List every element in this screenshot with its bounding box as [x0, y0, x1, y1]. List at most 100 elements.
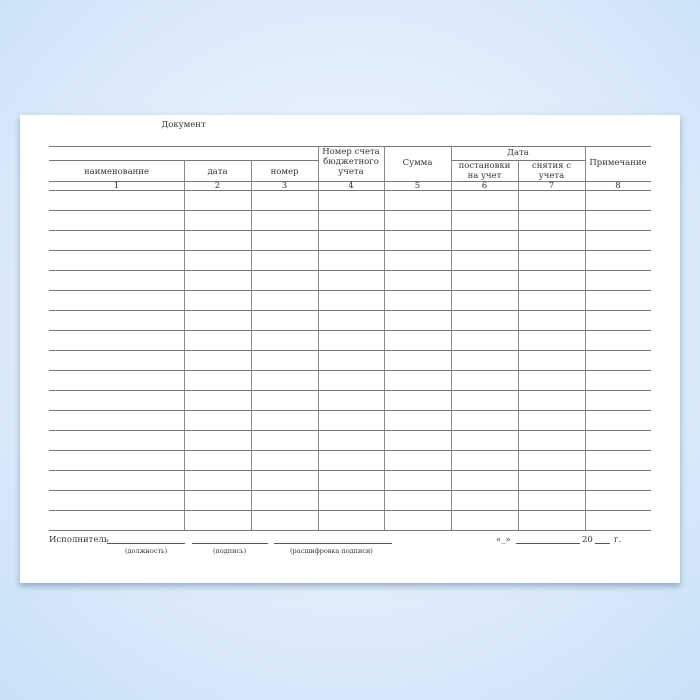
table-cell[interactable]: [50, 351, 183, 370]
table-cell[interactable]: [185, 471, 250, 490]
table-cell[interactable]: [252, 351, 317, 370]
table-cell[interactable]: [185, 391, 250, 410]
table-cell[interactable]: [452, 451, 517, 470]
year-line[interactable]: [595, 543, 610, 544]
table-cell[interactable]: [185, 211, 250, 230]
table-cell[interactable]: [586, 491, 650, 510]
table-cell[interactable]: [519, 211, 584, 230]
table-cell[interactable]: [452, 311, 517, 330]
table-cell[interactable]: [319, 391, 383, 410]
table-cell[interactable]: [50, 211, 183, 230]
table-cell[interactable]: [519, 371, 584, 390]
table-cell[interactable]: [586, 291, 650, 310]
table-cell[interactable]: [252, 231, 317, 250]
table-cell[interactable]: [452, 471, 517, 490]
table-cell[interactable]: [452, 271, 517, 290]
table-cell[interactable]: [519, 351, 584, 370]
table-cell[interactable]: [586, 471, 650, 490]
table-cell[interactable]: [452, 431, 517, 450]
table-cell[interactable]: [252, 471, 317, 490]
table-cell[interactable]: [452, 411, 517, 430]
table-cell[interactable]: [185, 451, 250, 470]
signature-decode-line[interactable]: [274, 543, 392, 544]
table-cell[interactable]: [519, 311, 584, 330]
table-cell[interactable]: [586, 311, 650, 330]
table-cell[interactable]: [586, 511, 650, 530]
table-cell[interactable]: [185, 431, 250, 450]
table-cell[interactable]: [252, 271, 317, 290]
table-cell[interactable]: [252, 331, 317, 350]
table-cell[interactable]: [452, 331, 517, 350]
table-cell[interactable]: [452, 511, 517, 530]
table-cell[interactable]: [519, 411, 584, 430]
table-cell[interactable]: [319, 251, 383, 270]
table-cell[interactable]: [252, 211, 317, 230]
table-cell[interactable]: [385, 311, 450, 330]
table-cell[interactable]: [185, 491, 250, 510]
day-field[interactable]: «_»: [496, 535, 511, 545]
table-cell[interactable]: [519, 391, 584, 410]
table-cell[interactable]: [185, 251, 250, 270]
table-cell[interactable]: [252, 511, 317, 530]
table-cell[interactable]: [185, 291, 250, 310]
table-cell[interactable]: [50, 471, 183, 490]
table-cell[interactable]: [452, 191, 517, 210]
table-cell[interactable]: [519, 431, 584, 450]
signature-line[interactable]: [192, 543, 268, 544]
table-cell[interactable]: [452, 371, 517, 390]
table-cell[interactable]: [452, 251, 517, 270]
position-line[interactable]: [107, 543, 185, 544]
table-cell[interactable]: [185, 371, 250, 390]
table-cell[interactable]: [185, 331, 250, 350]
table-cell[interactable]: [586, 251, 650, 270]
table-cell[interactable]: [185, 191, 250, 210]
table-cell[interactable]: [50, 511, 183, 530]
table-cell[interactable]: [385, 371, 450, 390]
table-cell[interactable]: [519, 471, 584, 490]
table-cell[interactable]: [319, 431, 383, 450]
table-cell[interactable]: [185, 271, 250, 290]
table-cell[interactable]: [586, 411, 650, 430]
table-cell[interactable]: [50, 291, 183, 310]
table-cell[interactable]: [319, 291, 383, 310]
table-cell[interactable]: [319, 351, 383, 370]
table-cell[interactable]: [385, 471, 450, 490]
table-cell[interactable]: [252, 291, 317, 310]
table-cell[interactable]: [519, 251, 584, 270]
table-cell[interactable]: [319, 451, 383, 470]
table-cell[interactable]: [385, 191, 450, 210]
table-cell[interactable]: [319, 191, 383, 210]
table-cell[interactable]: [319, 471, 383, 490]
table-cell[interactable]: [319, 211, 383, 230]
table-cell[interactable]: [385, 431, 450, 450]
table-cell[interactable]: [519, 511, 584, 530]
table-cell[interactable]: [319, 311, 383, 330]
table-cell[interactable]: [586, 391, 650, 410]
table-cell[interactable]: [452, 351, 517, 370]
table-cell[interactable]: [519, 191, 584, 210]
table-cell[interactable]: [252, 411, 317, 430]
table-cell[interactable]: [519, 451, 584, 470]
table-cell[interactable]: [586, 451, 650, 470]
table-cell[interactable]: [50, 451, 183, 470]
table-cell[interactable]: [519, 271, 584, 290]
table-cell[interactable]: [50, 311, 183, 330]
table-cell[interactable]: [50, 431, 183, 450]
table-cell[interactable]: [385, 271, 450, 290]
table-cell[interactable]: [385, 391, 450, 410]
table-cell[interactable]: [185, 511, 250, 530]
table-cell[interactable]: [586, 331, 650, 350]
table-cell[interactable]: [452, 211, 517, 230]
table-cell[interactable]: [252, 431, 317, 450]
table-cell[interactable]: [185, 311, 250, 330]
table-cell[interactable]: [385, 451, 450, 470]
table-cell[interactable]: [50, 331, 183, 350]
table-cell[interactable]: [385, 211, 450, 230]
table-cell[interactable]: [252, 491, 317, 510]
table-cell[interactable]: [586, 231, 650, 250]
table-cell[interactable]: [319, 331, 383, 350]
table-cell[interactable]: [319, 491, 383, 510]
table-cell[interactable]: [385, 251, 450, 270]
table-cell[interactable]: [252, 251, 317, 270]
table-cell[interactable]: [252, 311, 317, 330]
